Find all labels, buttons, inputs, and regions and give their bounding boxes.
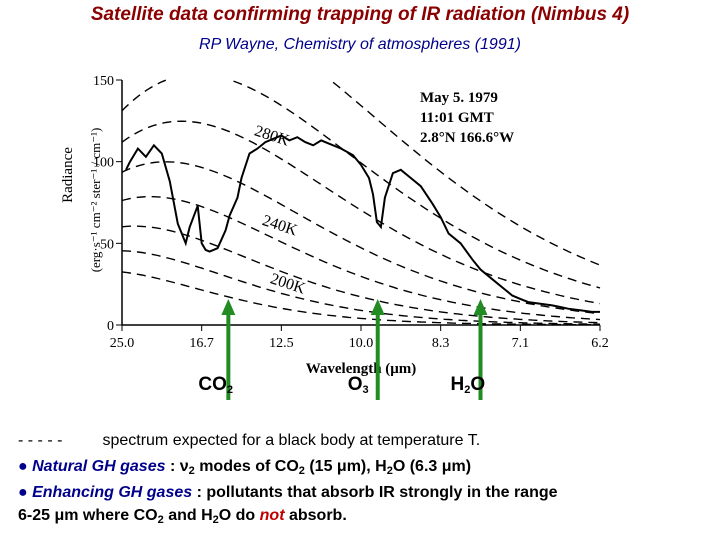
page-title: Satellite data confirming trapping of IR… bbox=[90, 4, 630, 25]
blackbody-curve bbox=[121, 250, 600, 325]
x-tick-label: 16.7 bbox=[189, 336, 214, 351]
enhancing-gh-gases: ● Enhancing GH gases bbox=[18, 484, 193, 501]
blackbody-curve bbox=[121, 225, 601, 324]
blackbody-curve bbox=[121, 196, 601, 321]
measured-spectrum-line bbox=[125, 134, 600, 313]
x-tick-label: 10.0 bbox=[349, 336, 374, 351]
date-annotation: 2.8°N 166.6°W bbox=[420, 130, 514, 146]
legend-line-2: ● Natural GH gases : ν2 modes of CO2 (15… bbox=[18, 458, 472, 477]
y-tick-label: 100 bbox=[93, 156, 114, 171]
y-tick-label: 0 bbox=[107, 319, 114, 334]
natural-gh-gases: ● Natural GH gases bbox=[18, 458, 166, 475]
x-tick-label: 6.2 bbox=[591, 336, 609, 351]
temperature-label: 200K bbox=[268, 270, 307, 297]
gas-label: H2O bbox=[450, 374, 486, 396]
x-tick-label: 8.3 bbox=[432, 336, 450, 351]
y-tick-label: 50 bbox=[100, 237, 114, 252]
date-annotation: 11:01 GMT bbox=[420, 110, 494, 126]
x-tick-label: 25.0 bbox=[110, 336, 135, 351]
radiance-chart: 0 50 100 150 25.0 16.7 12.5 10.0 8.3 7.1 6.2 Wavele… bbox=[60, 74, 609, 400]
gas-label: O3 bbox=[347, 374, 369, 396]
legend-dashes: - - - - - bbox=[18, 432, 63, 449]
legend-line-3: ● Enhancing GH gases : pollutants that a… bbox=[18, 484, 558, 501]
blackbody-curve bbox=[121, 120, 601, 305]
not-emphasis: not bbox=[259, 507, 285, 524]
x-tick-label: 7.1 bbox=[512, 336, 530, 351]
y-axis-label-top: Radiance bbox=[60, 147, 76, 203]
x-axis-label: Wavelength (μm) bbox=[306, 361, 417, 377]
blackbody-curve bbox=[332, 81, 601, 266]
y-tick-label: 150 bbox=[93, 74, 114, 89]
y-axis-label-units: (erg·s⁻¹ cm⁻² ster⁻¹ / cm⁻¹) bbox=[88, 128, 103, 273]
legend-line-4: 6-25 μm where CO2 and H2O do not absorb. bbox=[18, 507, 347, 526]
x-tick-label: 12.5 bbox=[269, 336, 294, 351]
gas-label: CO2 bbox=[198, 374, 233, 396]
legend-dashes-text: spectrum expected for a black body at te… bbox=[102, 432, 481, 449]
legend-line-1: - - - - - spectrum expected for a black … bbox=[18, 430, 480, 452]
blackbody-curve bbox=[121, 79, 601, 289]
page-subtitle: RP Wayne, Chemistry of atmospheres (1991… bbox=[199, 36, 521, 53]
arrow-head bbox=[221, 299, 236, 315]
arrow-head bbox=[370, 299, 385, 315]
blackbody-curve bbox=[121, 271, 600, 326]
blackbody-curve bbox=[121, 161, 601, 315]
arrow-head bbox=[473, 299, 488, 315]
date-annotation: May 5. 1979 bbox=[420, 90, 498, 106]
temperature-label: 280K bbox=[252, 123, 291, 150]
